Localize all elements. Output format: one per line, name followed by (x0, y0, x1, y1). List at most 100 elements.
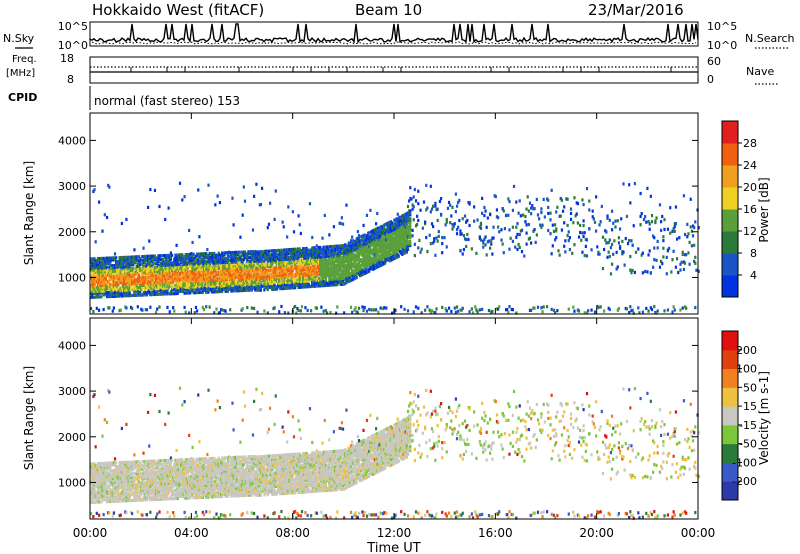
power-cell (397, 233, 400, 237)
power-cell (127, 257, 130, 261)
power-cell (134, 284, 137, 288)
power-cell (540, 210, 543, 215)
power-cell (430, 222, 434, 226)
power-cell (352, 252, 355, 256)
power-cell (226, 285, 229, 289)
power-cell (367, 270, 370, 274)
power-cell (333, 248, 337, 252)
power-cell (311, 261, 314, 265)
power-cell (377, 239, 380, 244)
power-cell (167, 269, 170, 273)
power-cell (618, 244, 622, 249)
power-cell (343, 251, 346, 255)
power-cell (231, 270, 234, 274)
power-cell (210, 290, 214, 294)
power-cell (192, 262, 195, 266)
power-cell (153, 290, 157, 295)
power-cell (408, 220, 411, 225)
power-cell (327, 247, 330, 251)
power-cell (405, 238, 408, 243)
power-cell (135, 255, 138, 259)
power-cell (282, 281, 285, 285)
power-cell (333, 256, 337, 260)
power-cell (115, 281, 118, 285)
power-cell (100, 262, 103, 266)
power-cell (202, 258, 206, 262)
power-cell (380, 263, 383, 267)
power-cell (165, 273, 168, 277)
power-cell (137, 268, 141, 272)
power-cell (362, 247, 365, 251)
power-cell (377, 259, 380, 263)
power-cell (325, 311, 329, 315)
power-cell (246, 259, 249, 264)
power-cell (352, 256, 355, 260)
power-cell (582, 223, 585, 228)
power-cell (94, 262, 97, 267)
power-cell (215, 290, 218, 294)
power-cell (314, 274, 317, 279)
power-cell (259, 282, 263, 286)
power-cell (272, 256, 275, 261)
power-cell (372, 232, 375, 236)
power-cell (191, 271, 194, 276)
power-cell (489, 212, 492, 217)
power-cell (116, 290, 119, 294)
power-cell (176, 263, 179, 267)
power-cell (216, 194, 219, 198)
power-cell (258, 269, 261, 273)
power-cell (218, 311, 222, 315)
power-cell (221, 259, 224, 263)
power-cell (303, 256, 306, 260)
power-cell (284, 248, 288, 252)
power-cell (319, 261, 322, 265)
power-cell (271, 283, 274, 288)
power-cell (486, 240, 489, 244)
power-cell (357, 245, 361, 250)
power-cell (299, 281, 302, 285)
power-cell (128, 290, 131, 294)
power-cell (223, 309, 226, 313)
power-cell (167, 259, 170, 263)
power-cell (129, 270, 133, 275)
power-cell (388, 226, 391, 230)
power-cell (381, 237, 385, 241)
power-cell (259, 267, 263, 271)
power-cell (386, 223, 389, 228)
power-cell (117, 279, 120, 283)
power-cell (390, 246, 394, 250)
power-cell (248, 252, 251, 256)
power-cell (281, 260, 284, 264)
power-cell (305, 248, 308, 252)
power-cell (227, 287, 231, 291)
power-cell (337, 257, 340, 262)
power-cell (132, 274, 135, 278)
power-cell (246, 277, 249, 281)
power-cell (292, 261, 296, 265)
power-cell (92, 284, 95, 288)
power-cell (328, 275, 331, 280)
power-cell (313, 275, 316, 279)
power-cell (484, 243, 487, 247)
power-cell (216, 270, 219, 275)
power-cell (181, 283, 184, 288)
power-cell (162, 282, 166, 287)
power-cell (549, 232, 552, 236)
power-cell (355, 247, 358, 251)
power-cell (357, 251, 361, 255)
power-cell (584, 237, 587, 242)
power-cell (429, 184, 432, 188)
power-cell (370, 233, 373, 238)
power-cell (271, 262, 274, 266)
power-cell (315, 253, 318, 257)
power-cell (261, 251, 264, 256)
power-cell (280, 256, 283, 260)
power-cell (373, 247, 377, 251)
power-cell (115, 263, 118, 268)
power-cell (605, 241, 608, 245)
power-cell (157, 286, 160, 291)
power-cell (345, 256, 348, 260)
power-cell (102, 270, 105, 274)
power-cell (351, 274, 354, 278)
power-cell (266, 288, 269, 292)
